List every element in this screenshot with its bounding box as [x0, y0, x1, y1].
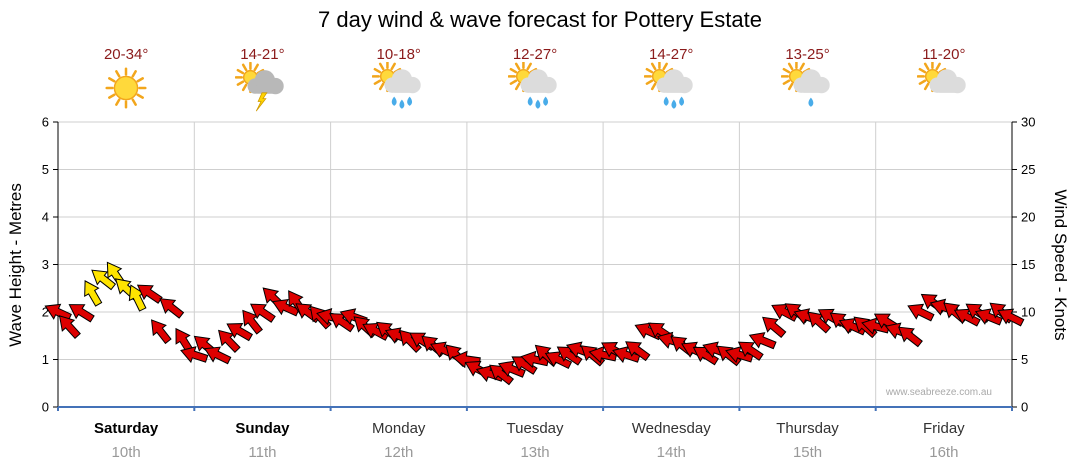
right-axis-tick: 5 [1021, 352, 1028, 367]
right-axis-tick: 15 [1021, 257, 1035, 272]
wind-arrow [907, 303, 935, 322]
watermark: www.seabreeze.com.au [885, 387, 992, 398]
wind-arrow [489, 364, 515, 386]
left-axis-tick: 4 [42, 210, 49, 225]
wind-arrow [748, 332, 777, 350]
wind-arrow [226, 323, 253, 342]
wind-arrow [68, 304, 95, 323]
wind-arrow [91, 269, 117, 291]
wind-arrow [997, 308, 1025, 327]
left-axis-tick: 3 [42, 257, 49, 272]
wind-arrow [399, 329, 422, 353]
wind-arrow [556, 346, 583, 366]
wind-arrow [218, 329, 241, 353]
wind-arrow [84, 280, 103, 307]
wind-arrow [762, 316, 787, 339]
left-axis-title: Wave Height - Metres [6, 183, 25, 347]
right-axis-tick: 25 [1021, 162, 1035, 177]
wind-arrow [807, 311, 832, 334]
wind-arrow [159, 298, 185, 319]
wind-arrow [692, 346, 719, 366]
wind-arrow [497, 360, 526, 378]
wind-arrow [44, 303, 72, 322]
wind-arrow [898, 326, 923, 348]
wind-arrow [136, 284, 163, 304]
left-axis-tick: 1 [42, 352, 49, 367]
left-axis-tick: 0 [42, 400, 49, 415]
wind-arrow [128, 284, 147, 312]
left-axis-tick: 6 [42, 115, 49, 130]
wind-arrow [737, 341, 764, 361]
right-axis-tick: 10 [1021, 305, 1035, 320]
left-axis-tick: 2 [42, 305, 49, 320]
wind-arrow [150, 319, 172, 345]
wind-arrow [250, 303, 276, 323]
wind-arrow [544, 351, 573, 370]
wind-arrow [180, 346, 209, 364]
right-axis-tick: 30 [1021, 115, 1035, 130]
wind-arrow [204, 346, 232, 365]
wind-arrow [974, 308, 1003, 326]
wind-arrow [58, 315, 81, 340]
wind-arrow [511, 356, 538, 375]
right-axis-tick: 0 [1021, 400, 1028, 415]
right-axis-tick: 20 [1021, 210, 1035, 225]
wind-arrow [242, 309, 263, 335]
left-axis-tick: 5 [42, 162, 49, 177]
chart-title: 7 day wind & wave forecast for Pottery E… [318, 7, 762, 32]
wind-arrow [953, 308, 981, 327]
wind-arrow [329, 313, 355, 333]
wind-arrow [625, 341, 651, 362]
right-axis-title: Wind Speed - Knots [1051, 189, 1070, 341]
